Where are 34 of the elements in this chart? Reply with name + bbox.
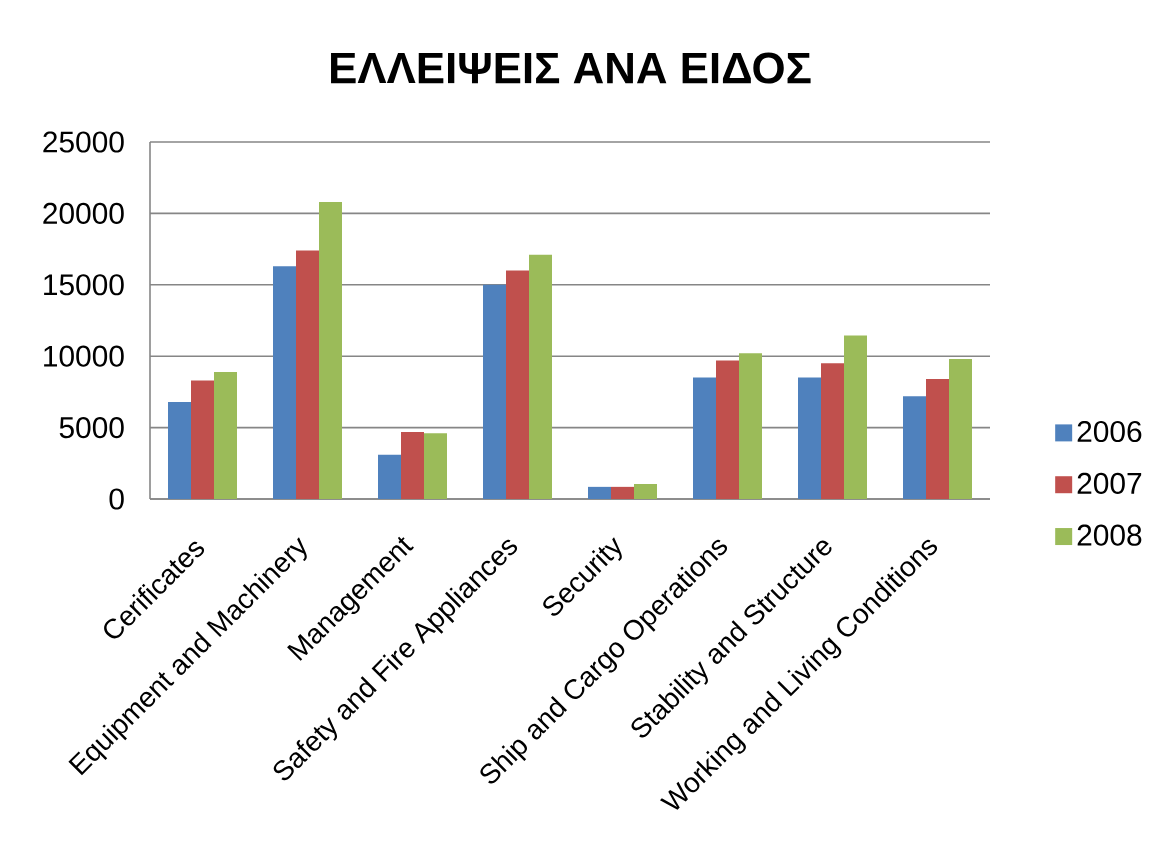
bar [319, 201, 342, 499]
legend-label: 2008 [1077, 524, 1142, 546]
bar [693, 377, 716, 499]
bar [483, 284, 506, 499]
y-tick-label: 20000 [43, 202, 124, 224]
bar [529, 254, 552, 499]
bar [168, 401, 191, 499]
bar [273, 266, 296, 499]
legend-label: 2006 [1077, 420, 1142, 443]
bar [949, 359, 972, 499]
bar [611, 486, 634, 499]
bar [798, 377, 821, 499]
y-tick-label: 5000 [59, 417, 124, 439]
bar [296, 250, 319, 499]
legend-label: 2007 [1077, 472, 1142, 494]
y-tick-label: 25000 [43, 131, 124, 153]
bar [844, 335, 867, 499]
y-tick-label: 10000 [44, 345, 124, 367]
bar [378, 454, 401, 499]
bar [821, 363, 844, 499]
bar [214, 371, 237, 499]
y-tick-label: 15000 [44, 274, 124, 296]
bar [588, 486, 611, 499]
chart-title: ΕΛΛΕΙΨΕΙΣ ΑΝΑ ΕΙΔΟΣ [331, 52, 811, 84]
bar [926, 379, 949, 499]
bar [716, 360, 739, 499]
bar [903, 396, 926, 499]
bar [739, 353, 762, 499]
bar [424, 433, 447, 499]
bar [506, 270, 529, 499]
bar [191, 380, 214, 499]
bar [634, 484, 657, 499]
bar [401, 431, 424, 499]
y-tick-label: 0 [109, 488, 124, 510]
